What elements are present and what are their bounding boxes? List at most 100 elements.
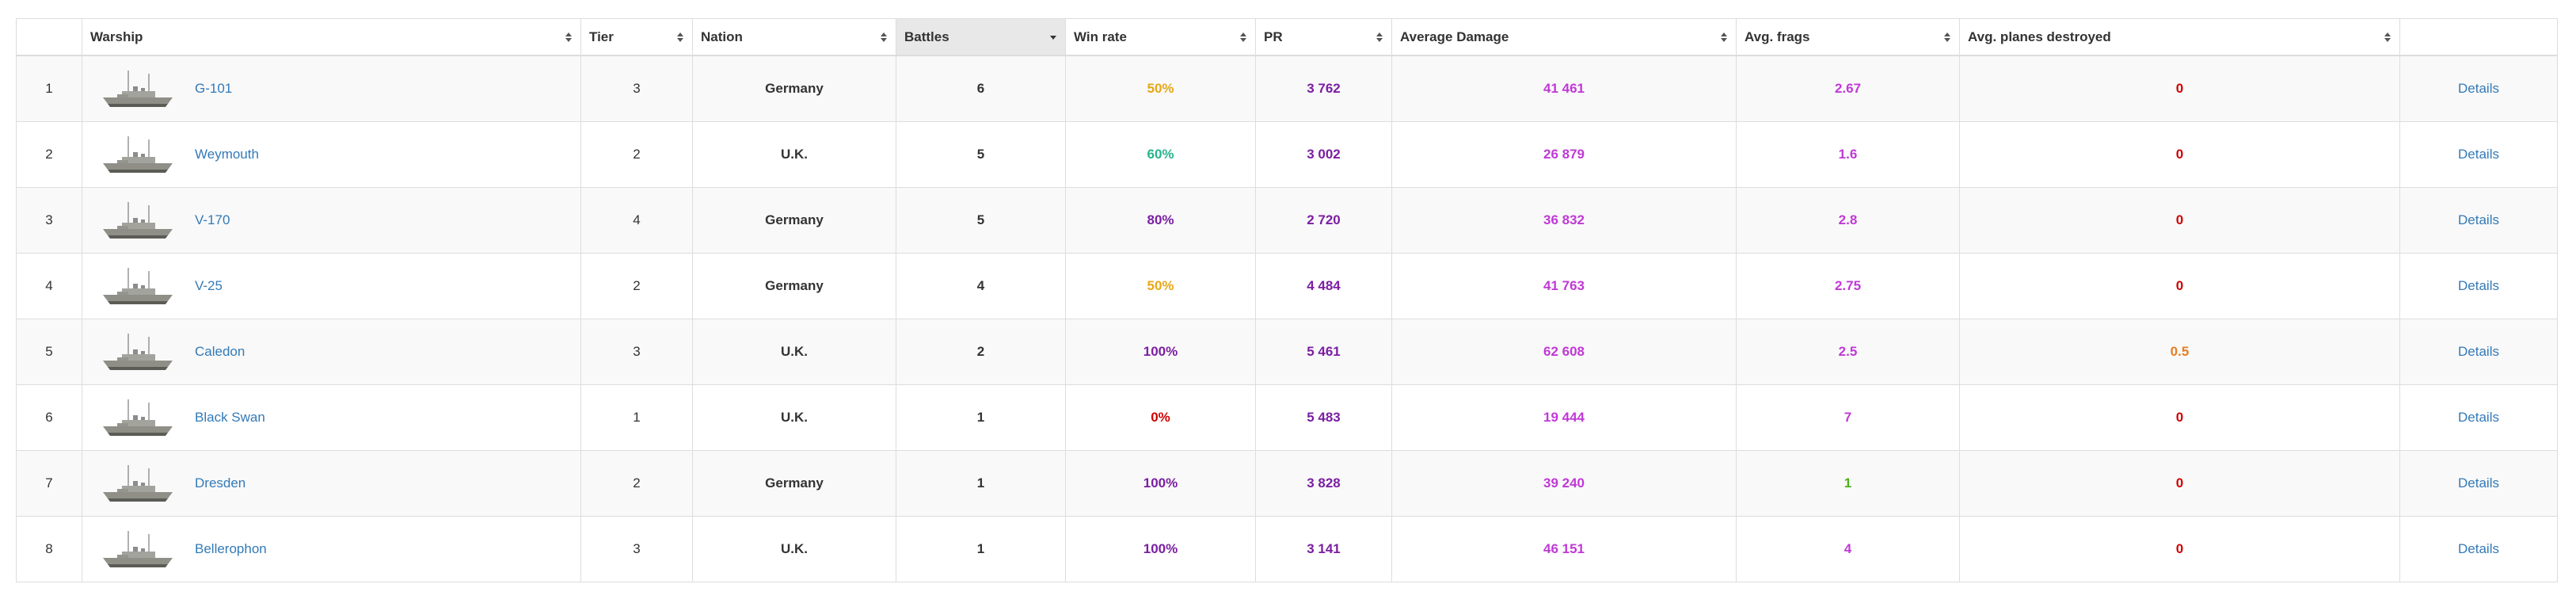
- column-header-pr[interactable]: PR: [1255, 18, 1392, 56]
- actions-cell: Details: [2399, 253, 2558, 319]
- column-header-battles[interactable]: Battles: [896, 18, 1066, 56]
- details-link[interactable]: Details: [2458, 81, 2499, 96]
- nation-cell: Germany: [692, 187, 896, 254]
- pr-cell: 3 002: [1255, 121, 1392, 188]
- sort-icon[interactable]: [1944, 32, 1951, 43]
- nation-cell: Germany: [692, 55, 896, 122]
- warship-cell: Caledon: [82, 319, 581, 385]
- table-row: 4 V-25 2 Germany 4 50% 4 484 41 763 2.75 0 Details: [16, 253, 2558, 319]
- win-rate-cell: 100%: [1065, 450, 1256, 517]
- ship-name-link[interactable]: Dresden: [195, 475, 246, 491]
- sort-icon[interactable]: [2384, 32, 2391, 43]
- row-index: 3: [16, 187, 82, 254]
- tier-cell: 1: [580, 384, 693, 451]
- pr-cell: 3 762: [1255, 55, 1392, 122]
- column-header-warship[interactable]: Warship: [82, 18, 581, 56]
- ship-name-link[interactable]: Weymouth: [195, 147, 259, 162]
- pr-cell: 2 720: [1255, 187, 1392, 254]
- tier-cell: 2: [580, 253, 693, 319]
- battles-cell: 6: [896, 55, 1066, 122]
- column-header-nation[interactable]: Nation: [692, 18, 896, 56]
- sort-icon[interactable]: [677, 32, 684, 43]
- column-header-average-damage[interactable]: Average Damage: [1391, 18, 1737, 56]
- actions-cell: Details: [2399, 450, 2558, 517]
- row-index: 1: [16, 55, 82, 122]
- avg-planes-destroyed-cell: 0: [1959, 121, 2400, 188]
- warship-cell: G-101: [82, 55, 581, 122]
- avg-frags-cell: 2.5: [1736, 319, 1960, 385]
- table-row: 6 Black Swan 1 U.K. 1 0% 5 483 19 444 7 0 Details: [16, 384, 2558, 451]
- win-rate-cell: 50%: [1065, 253, 1256, 319]
- avg-planes-destroyed-cell: 0.5: [1959, 319, 2400, 385]
- row-index: 5: [16, 319, 82, 385]
- tier-cell: 2: [580, 121, 693, 188]
- table-row: 1 G-101 3 Germany 6 50% 3 762 41 461 2.67 0 Detail…: [16, 55, 2558, 122]
- tier-cell: 3: [580, 516, 693, 582]
- ship-image: [98, 130, 177, 179]
- avg-planes-destroyed-cell: 0: [1959, 55, 2400, 122]
- details-link[interactable]: Details: [2458, 212, 2499, 227]
- average-damage-cell: 41 763: [1391, 253, 1737, 319]
- ship-name-link[interactable]: V-170: [195, 212, 230, 227]
- avg-frags-cell: 4: [1736, 516, 1960, 582]
- column-header-avg-frags[interactable]: Avg. frags: [1736, 18, 1960, 56]
- pr-cell: 5 461: [1255, 319, 1392, 385]
- nation-cell: U.K.: [692, 384, 896, 451]
- nation-cell: Germany: [692, 450, 896, 517]
- average-damage-cell: 36 832: [1391, 187, 1737, 254]
- actions-cell: Details: [2399, 516, 2558, 582]
- row-index: 2: [16, 121, 82, 188]
- sort-icon[interactable]: [881, 32, 888, 43]
- ship-name-link[interactable]: Black Swan: [195, 410, 265, 425]
- win-rate-cell: 100%: [1065, 516, 1256, 582]
- details-link[interactable]: Details: [2458, 410, 2499, 425]
- sort-icon[interactable]: [565, 32, 573, 43]
- warship-stats-table-container: Warship Tier Nation Battles Win rate PR …: [16, 18, 2558, 582]
- avg-frags-cell: 1: [1736, 450, 1960, 517]
- nation-cell: U.K.: [692, 516, 896, 582]
- column-header-tier[interactable]: Tier: [580, 18, 693, 56]
- battles-cell: 4: [896, 253, 1066, 319]
- warship-cell: V-25: [82, 253, 581, 319]
- sort-descending-icon[interactable]: [1050, 32, 1057, 43]
- pr-cell: 3 828: [1255, 450, 1392, 517]
- win-rate-cell: 100%: [1065, 319, 1256, 385]
- ship-image: [98, 393, 177, 442]
- details-link[interactable]: Details: [2458, 278, 2499, 293]
- tier-cell: 3: [580, 55, 693, 122]
- warship-stats-table: Warship Tier Nation Battles Win rate PR …: [16, 18, 2558, 582]
- column-header-win-rate[interactable]: Win rate: [1065, 18, 1256, 56]
- ship-image: [98, 196, 177, 245]
- average-damage-cell: 26 879: [1391, 121, 1737, 188]
- avg-planes-destroyed-cell: 0: [1959, 187, 2400, 254]
- pr-cell: 3 141: [1255, 516, 1392, 582]
- details-link[interactable]: Details: [2458, 541, 2499, 556]
- sort-icon[interactable]: [1721, 32, 1728, 43]
- details-link[interactable]: Details: [2458, 147, 2499, 162]
- ship-name-link[interactable]: Caledon: [195, 344, 245, 359]
- ship-name-link[interactable]: V-25: [195, 278, 223, 293]
- avg-frags-cell: 2.75: [1736, 253, 1960, 319]
- column-header-avg-planes-destroyed[interactable]: Avg. planes destroyed: [1959, 18, 2400, 56]
- details-link[interactable]: Details: [2458, 344, 2499, 359]
- nation-cell: Germany: [692, 253, 896, 319]
- sort-icon[interactable]: [1240, 32, 1247, 43]
- win-rate-cell: 50%: [1065, 55, 1256, 122]
- nation-cell: U.K.: [692, 319, 896, 385]
- avg-planes-destroyed-cell: 0: [1959, 384, 2400, 451]
- battles-cell: 5: [896, 121, 1066, 188]
- average-damage-cell: 39 240: [1391, 450, 1737, 517]
- average-damage-cell: 62 608: [1391, 319, 1737, 385]
- ship-name-link[interactable]: G-101: [195, 81, 233, 96]
- table-header-row: Warship Tier Nation Battles Win rate PR …: [16, 18, 2558, 56]
- pr-cell: 5 483: [1255, 384, 1392, 451]
- avg-planes-destroyed-cell: 0: [1959, 450, 2400, 517]
- avg-planes-destroyed-cell: 0: [1959, 253, 2400, 319]
- sort-icon[interactable]: [1376, 32, 1383, 43]
- details-link[interactable]: Details: [2458, 475, 2499, 491]
- table-row: 3 V-170 4 Germany 5 80% 2 720 36 832 2.8 0 Details: [16, 187, 2558, 254]
- ship-name-link[interactable]: Bellerophon: [195, 541, 267, 556]
- table-row: 8 Bellerophon 3 U.K. 1 100% 3 141 46 151 4 0 Detai…: [16, 516, 2558, 582]
- row-index: 8: [16, 516, 82, 582]
- column-header-index: [16, 18, 82, 56]
